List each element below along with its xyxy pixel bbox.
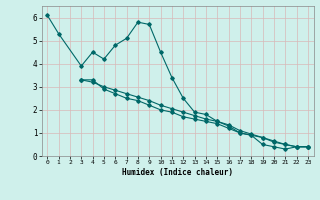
X-axis label: Humidex (Indice chaleur): Humidex (Indice chaleur) [122,168,233,177]
